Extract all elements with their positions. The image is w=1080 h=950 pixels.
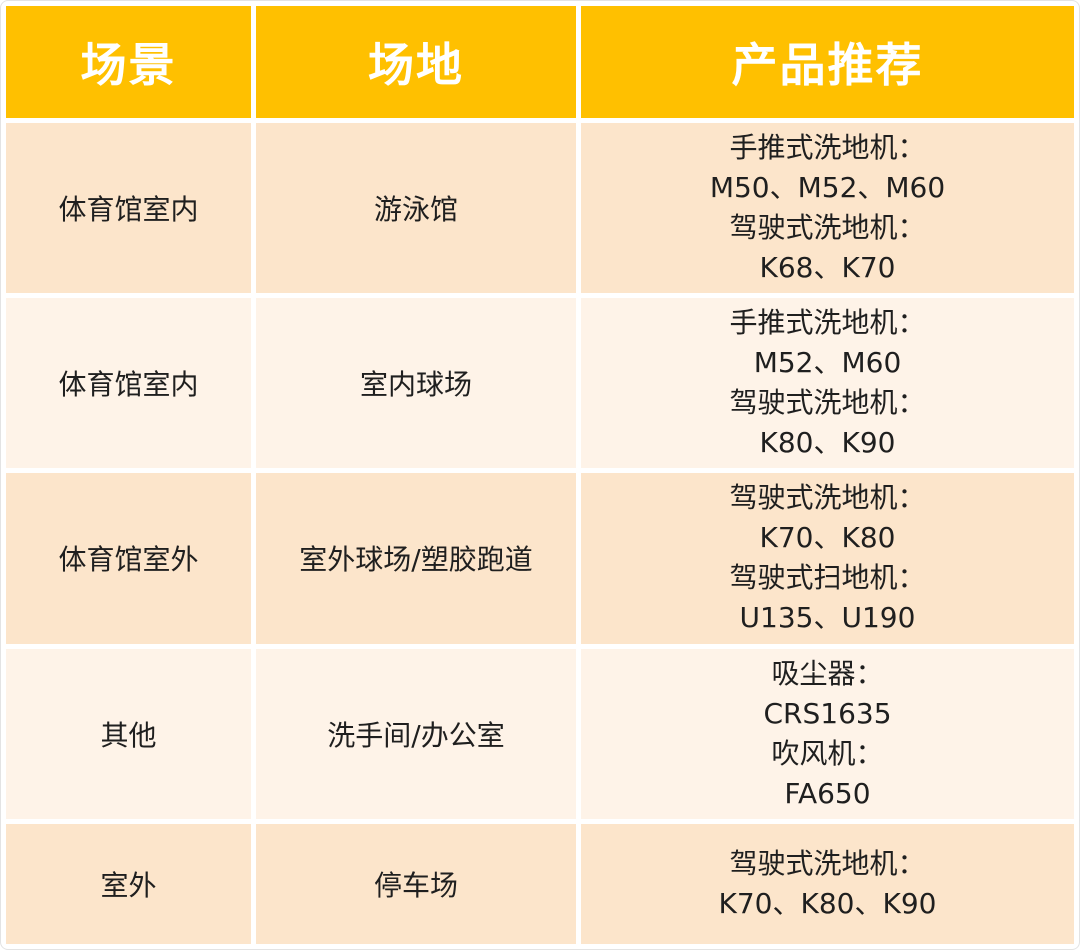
product-line: K68、K70 <box>759 251 896 285</box>
table-row: 体育馆室内 室内球场 手推式洗地机： M52、M60 驾驶式洗地机： K80、K… <box>6 298 1074 469</box>
product-line: 驾驶式扫地机： <box>729 561 926 595</box>
scene-cell: 体育馆室外 <box>6 473 251 644</box>
venue-cell: 室内球场 <box>256 298 576 469</box>
table-row: 体育馆室内 游泳馆 手推式洗地机： M50、M52、M60 驾驶式洗地机： K6… <box>6 123 1074 294</box>
header-row: 场景 场地 产品推荐 <box>6 6 1074 118</box>
product-line: 驾驶式洗地机： <box>729 846 926 880</box>
products-cell: 驾驶式洗地机： K70、K80 驾驶式扫地机： U135、U190 <box>581 473 1074 644</box>
column-header-venue: 场地 <box>256 6 576 118</box>
table-row: 室外 停车场 驾驶式洗地机： K70、K80、K90 <box>6 823 1074 944</box>
product-line: 吸尘器： <box>771 656 884 690</box>
column-header-products: 产品推荐 <box>581 6 1074 118</box>
product-line: CRS1635 <box>763 696 892 730</box>
venue-cell: 室外球场/塑胶跑道 <box>256 473 576 644</box>
products-cell: 手推式洗地机： M50、M52、M60 驾驶式洗地机： K68、K70 <box>581 123 1074 294</box>
product-line: 驾驶式洗地机： <box>729 386 926 420</box>
products-cell: 吸尘器： CRS1635 吹风机： FA650 <box>581 648 1074 819</box>
product-line: 手推式洗地机： <box>729 306 926 340</box>
product-line: 手推式洗地机： <box>729 131 926 165</box>
scene-cell: 体育馆室内 <box>6 123 251 294</box>
product-line: U135、U190 <box>739 601 916 635</box>
product-line: 吹风机： <box>771 736 884 770</box>
venue-cell: 洗手间/办公室 <box>256 648 576 819</box>
product-line: K70、K80、K90 <box>718 886 937 920</box>
column-header-scene: 场景 <box>6 6 251 118</box>
product-line: M50、M52、M60 <box>709 171 946 205</box>
table-row: 其他 洗手间/办公室 吸尘器： CRS1635 吹风机： FA650 <box>6 648 1074 819</box>
scene-cell: 体育馆室内 <box>6 298 251 469</box>
scene-cell: 室外 <box>6 823 251 944</box>
product-line: 驾驶式洗地机： <box>729 481 926 515</box>
products-cell: 手推式洗地机： M52、M60 驾驶式洗地机： K80、K90 <box>581 298 1074 469</box>
product-line: FA650 <box>784 776 871 810</box>
product-line: K70、K80 <box>759 521 896 555</box>
products-cell: 驾驶式洗地机： K70、K80、K90 <box>581 823 1074 944</box>
product-line: 驾驶式洗地机： <box>729 211 926 245</box>
table-row: 体育馆室外 室外球场/塑胶跑道 驾驶式洗地机： K70、K80 驾驶式扫地机： … <box>6 473 1074 644</box>
scene-cell: 其他 <box>6 648 251 819</box>
venue-cell: 游泳馆 <box>256 123 576 294</box>
product-line: K80、K90 <box>759 426 896 460</box>
product-line: M52、M60 <box>753 346 902 380</box>
venue-cell: 停车场 <box>256 823 576 944</box>
